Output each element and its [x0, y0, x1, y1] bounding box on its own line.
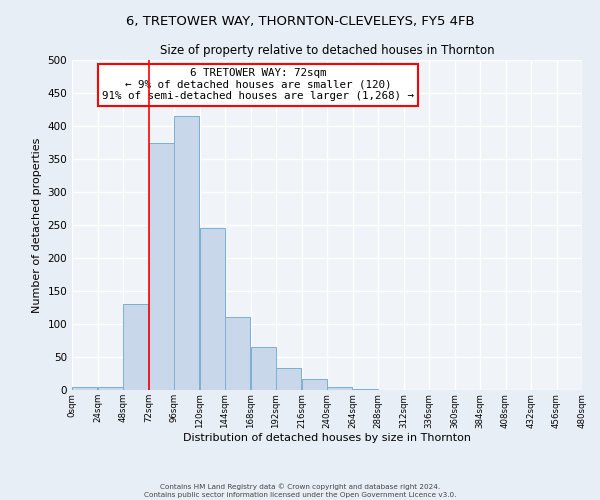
Bar: [200, 228, 225, 390]
Bar: [353, 388, 378, 390]
X-axis label: Distribution of detached houses by size in Thornton: Distribution of detached houses by size …: [183, 433, 471, 443]
Text: 6 TRETOWER WAY: 72sqm
← 9% of detached houses are smaller (120)
91% of semi-deta: 6 TRETOWER WAY: 72sqm ← 9% of detached h…: [102, 68, 414, 102]
Bar: [98, 386, 123, 390]
Bar: [72, 386, 97, 390]
Title: Size of property relative to detached houses in Thornton: Size of property relative to detached ho…: [160, 44, 494, 58]
Bar: [149, 142, 174, 390]
Bar: [327, 386, 352, 390]
Bar: [302, 379, 327, 390]
Y-axis label: Number of detached properties: Number of detached properties: [32, 138, 42, 312]
Text: 6, TRETOWER WAY, THORNTON-CLEVELEYS, FY5 4FB: 6, TRETOWER WAY, THORNTON-CLEVELEYS, FY5…: [125, 15, 475, 28]
Bar: [174, 116, 199, 390]
Bar: [276, 368, 301, 390]
Bar: [251, 347, 276, 390]
Text: Contains HM Land Registry data © Crown copyright and database right 2024.
Contai: Contains HM Land Registry data © Crown c…: [144, 484, 456, 498]
Bar: [123, 304, 148, 390]
Bar: [225, 318, 250, 390]
